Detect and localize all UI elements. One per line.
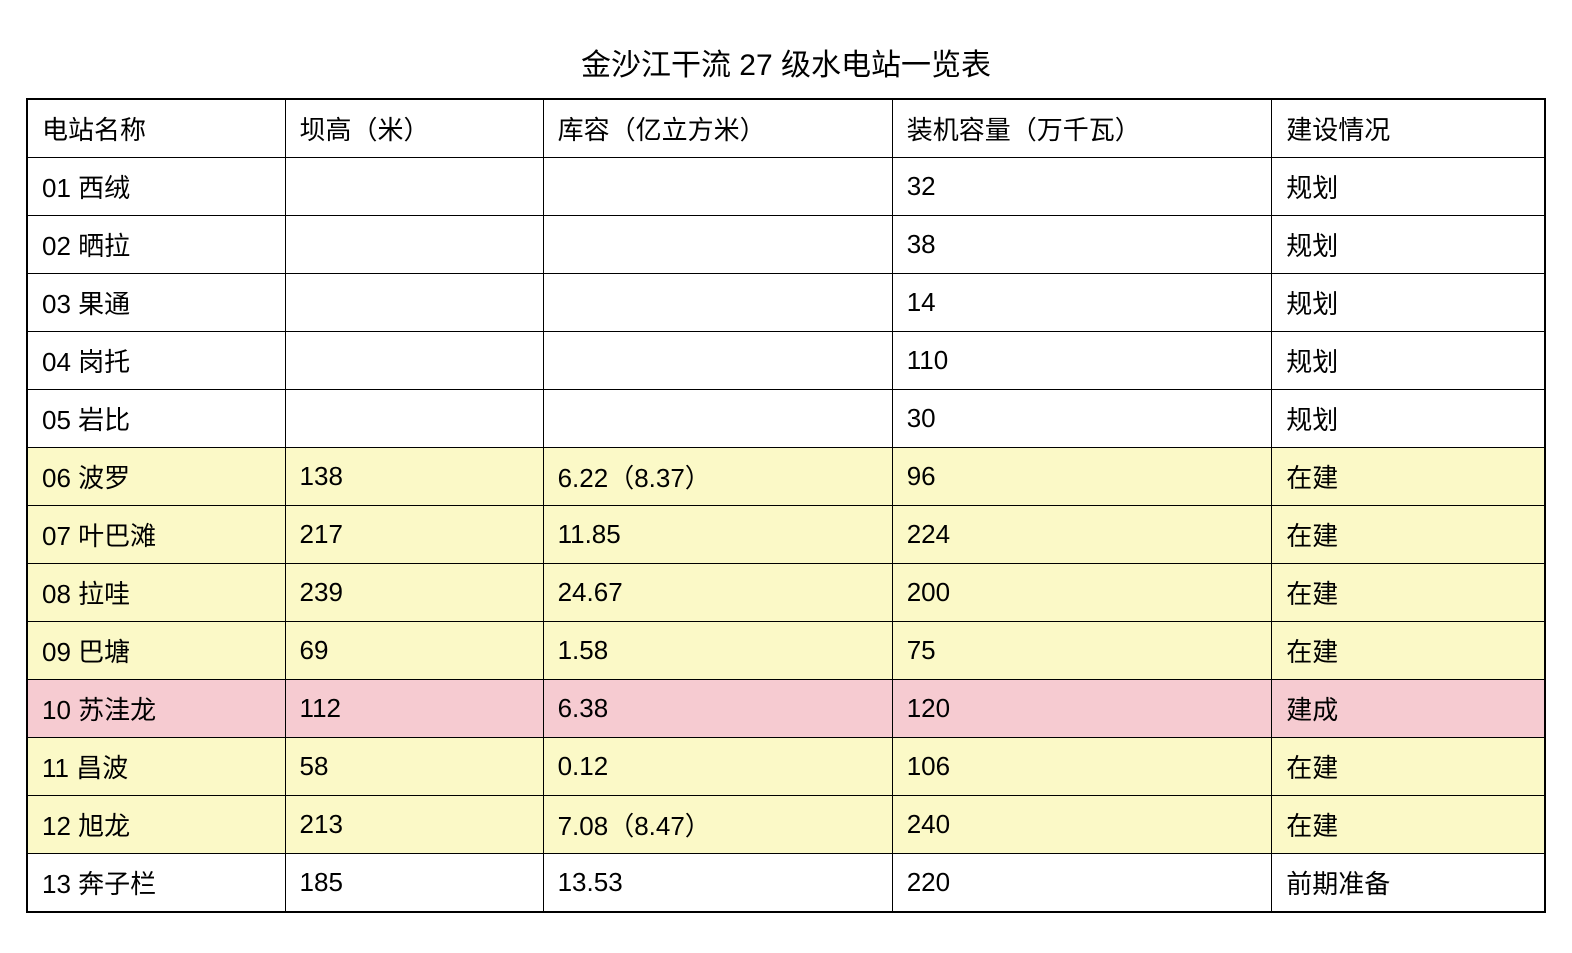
table-cell: 在建 xyxy=(1272,448,1545,506)
table-cell: 规划 xyxy=(1272,216,1545,274)
table-cell xyxy=(543,274,892,332)
table-row: 10 苏洼龙1126.38120建成 xyxy=(27,680,1545,738)
table-cell: 14 xyxy=(892,274,1272,332)
table-row: 05 岩比 30规划 xyxy=(27,390,1545,448)
table-body: 01 西绒32规划02 晒拉38规划03 果通14规划04 岗托110规划05 … xyxy=(27,158,1545,913)
table-cell: 09 巴塘 xyxy=(27,622,285,680)
table-cell: 69 xyxy=(285,622,543,680)
header-cell-capacity: 库容（亿立方米） xyxy=(543,99,892,158)
table-cell: 106 xyxy=(892,738,1272,796)
table-cell: 7.08（8.47） xyxy=(543,796,892,854)
table-row: 13 奔子栏18513.53220前期准备 xyxy=(27,854,1545,913)
table-cell: 08 拉哇 xyxy=(27,564,285,622)
table-row: 02 晒拉 38规划 xyxy=(27,216,1545,274)
table-cell: 224 xyxy=(892,506,1272,564)
table-cell xyxy=(285,158,543,216)
table-cell: 213 xyxy=(285,796,543,854)
table-cell: 110 xyxy=(892,332,1272,390)
table-cell: 112 xyxy=(285,680,543,738)
table-cell: 38 xyxy=(892,216,1272,274)
table-cell: 24.67 xyxy=(543,564,892,622)
table-container: 金沙江干流 27 级水电站一览表 电站名称 坝高（米） 库容（亿立方米） 装机容… xyxy=(26,40,1546,913)
hydropower-table: 电站名称 坝高（米） 库容（亿立方米） 装机容量（万千瓦） 建设情况 01 西绒… xyxy=(26,98,1546,913)
table-header: 电站名称 坝高（米） 库容（亿立方米） 装机容量（万千瓦） 建设情况 xyxy=(27,99,1545,158)
header-cell-name: 电站名称 xyxy=(27,99,285,158)
table-cell: 138 xyxy=(285,448,543,506)
table-cell: 75 xyxy=(892,622,1272,680)
table-row: 12 旭龙2137.08（8.47）240在建 xyxy=(27,796,1545,854)
table-cell: 13 奔子栏 xyxy=(27,854,285,913)
table-cell: 30 xyxy=(892,390,1272,448)
table-row: 09 巴塘691.5875在建 xyxy=(27,622,1545,680)
table-cell: 02 晒拉 xyxy=(27,216,285,274)
table-cell: 在建 xyxy=(1272,506,1545,564)
table-cell: 在建 xyxy=(1272,622,1545,680)
table-cell: 建成 xyxy=(1272,680,1545,738)
table-cell: 07 叶巴滩 xyxy=(27,506,285,564)
table-cell: 13.53 xyxy=(543,854,892,913)
table-cell xyxy=(285,390,543,448)
table-cell xyxy=(285,274,543,332)
table-cell: 11 昌波 xyxy=(27,738,285,796)
table-cell: 6.38 xyxy=(543,680,892,738)
table-row: 07 叶巴滩21711.85224在建 xyxy=(27,506,1545,564)
table-cell: 在建 xyxy=(1272,796,1545,854)
table-cell: 规划 xyxy=(1272,332,1545,390)
table-cell: 96 xyxy=(892,448,1272,506)
table-cell: 规划 xyxy=(1272,390,1545,448)
table-cell: 03 果通 xyxy=(27,274,285,332)
table-row: 11 昌波580.12106在建 xyxy=(27,738,1545,796)
table-cell: 前期准备 xyxy=(1272,854,1545,913)
table-cell: 217 xyxy=(285,506,543,564)
table-cell: 6.22（8.37） xyxy=(543,448,892,506)
table-cell: 0.12 xyxy=(543,738,892,796)
table-cell: 04 岗托 xyxy=(27,332,285,390)
table-cell xyxy=(543,158,892,216)
table-cell: 185 xyxy=(285,854,543,913)
table-cell: 在建 xyxy=(1272,738,1545,796)
table-cell: 1.58 xyxy=(543,622,892,680)
table-cell: 规划 xyxy=(1272,158,1545,216)
table-cell xyxy=(543,390,892,448)
table-cell xyxy=(285,332,543,390)
table-cell: 239 xyxy=(285,564,543,622)
table-row: 01 西绒 32规划 xyxy=(27,158,1545,216)
table-cell: 11.85 xyxy=(543,506,892,564)
table-cell: 220 xyxy=(892,854,1272,913)
table-cell: 01 西绒 xyxy=(27,158,285,216)
table-cell: 在建 xyxy=(1272,564,1545,622)
header-cell-power: 装机容量（万千瓦） xyxy=(892,99,1272,158)
header-cell-height: 坝高（米） xyxy=(285,99,543,158)
table-cell xyxy=(285,216,543,274)
table-row: 03 果通 14规划 xyxy=(27,274,1545,332)
table-cell: 规划 xyxy=(1272,274,1545,332)
table-cell: 120 xyxy=(892,680,1272,738)
table-cell xyxy=(543,332,892,390)
header-cell-status: 建设情况 xyxy=(1272,99,1545,158)
header-row: 电站名称 坝高（米） 库容（亿立方米） 装机容量（万千瓦） 建设情况 xyxy=(27,99,1545,158)
table-row: 08 拉哇23924.67200在建 xyxy=(27,564,1545,622)
table-cell: 05 岩比 xyxy=(27,390,285,448)
table-cell: 58 xyxy=(285,738,543,796)
table-row: 04 岗托 110规划 xyxy=(27,332,1545,390)
table-cell: 12 旭龙 xyxy=(27,796,285,854)
table-cell: 32 xyxy=(892,158,1272,216)
table-cell xyxy=(543,216,892,274)
table-row: 06 波罗1386.22（8.37）96在建 xyxy=(27,448,1545,506)
table-cell: 10 苏洼龙 xyxy=(27,680,285,738)
table-cell: 240 xyxy=(892,796,1272,854)
table-cell: 200 xyxy=(892,564,1272,622)
page-title: 金沙江干流 27 级水电站一览表 xyxy=(26,40,1546,84)
table-cell: 06 波罗 xyxy=(27,448,285,506)
